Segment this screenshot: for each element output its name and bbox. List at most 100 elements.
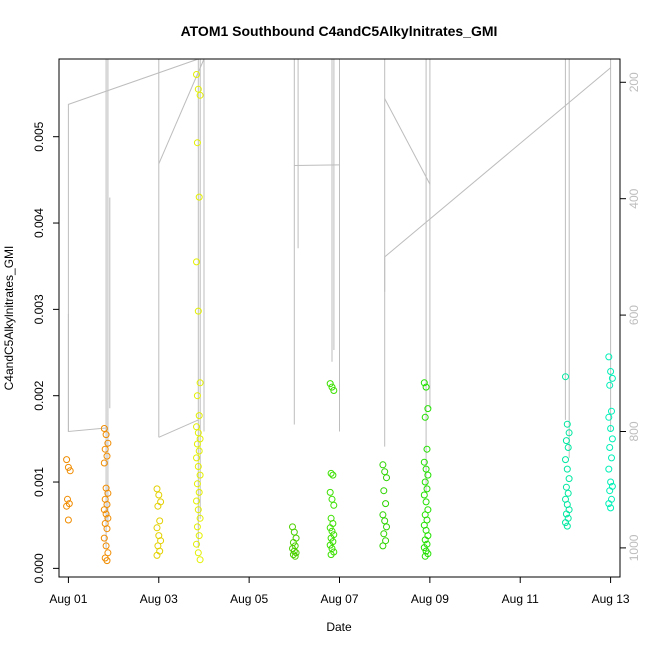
data-point: [289, 551, 297, 559]
data-point: [329, 471, 337, 479]
data-point: [100, 425, 108, 432]
data-point: [101, 445, 109, 453]
y-axis: 0.000 0.001 0.002 0.003 0.004 0.005: [32, 121, 60, 583]
data-point: [103, 525, 111, 533]
data-point: [193, 139, 201, 147]
pressure-trace-segment: [384, 98, 431, 185]
data-point: [63, 502, 71, 510]
data-point: [563, 522, 571, 530]
data-point: [605, 413, 613, 421]
data-point: [565, 429, 573, 437]
data-point: [104, 439, 112, 447]
chart-title: ATOM1 Southbound C4andC5Alkylnitrates_GM…: [181, 23, 498, 39]
data-point: [607, 478, 615, 486]
data-point: [606, 381, 614, 389]
data-point: [290, 547, 298, 555]
data-point: [562, 437, 570, 445]
data-point: [420, 544, 428, 552]
data-point: [422, 383, 430, 391]
data-point: [194, 549, 202, 557]
data-point: [328, 383, 336, 391]
data-point: [100, 459, 108, 467]
data-point: [154, 502, 162, 510]
data-point: [423, 485, 431, 493]
data-point: [424, 405, 432, 413]
data-point: [195, 412, 203, 420]
data-point: [193, 497, 200, 505]
data-point: [562, 373, 569, 381]
data-point: [382, 500, 390, 508]
data-point: [326, 488, 334, 496]
data-point: [292, 534, 300, 542]
data-point: [100, 506, 108, 514]
data-point: [327, 469, 335, 477]
data-point: [420, 379, 428, 387]
secondary-y-axis: 200 400 600 800 1000: [619, 72, 641, 561]
data-point: [383, 474, 390, 482]
x-tick-label: Aug 07: [320, 592, 358, 606]
data-point: [194, 85, 202, 93]
y2-tick-label: 400: [627, 188, 641, 208]
data-point: [291, 552, 299, 560]
data-point: [102, 510, 110, 518]
x-tick-label: Aug 13: [592, 592, 630, 606]
data-point: [381, 517, 389, 525]
data-point: [421, 478, 429, 486]
data-point: [193, 258, 200, 266]
data-point: [605, 465, 613, 473]
data-point: [156, 517, 164, 525]
data-point: [290, 528, 298, 536]
data-point: [562, 483, 570, 491]
pressure-trace-segment: [67, 313, 107, 433]
data-point: [379, 542, 387, 550]
data-point: [605, 353, 613, 361]
data-point: [194, 307, 202, 315]
y-tick-label: 0.002: [32, 380, 46, 410]
y-tick-label: 0.004: [32, 208, 46, 238]
data-point: [64, 463, 72, 471]
data-point: [195, 447, 203, 455]
data-point: [326, 380, 334, 388]
data-point: [379, 461, 387, 469]
data-point: [608, 454, 615, 462]
data-point: [193, 71, 200, 78]
x-axis: Aug 01 Aug 03 Aug 05 Aug 07 Aug 09 Aug 11 Aug …: [49, 576, 630, 606]
data-point: [195, 193, 203, 201]
data-point: [193, 392, 201, 400]
data-point: [326, 524, 334, 532]
pressure-trace-segment: [67, 58, 199, 432]
data-point: [193, 480, 201, 488]
pressure-trace-segment: [158, 419, 199, 438]
pressure-trace-lines: [67, 58, 612, 548]
x-tick-label: Aug 05: [230, 592, 268, 606]
data-point: [330, 501, 338, 509]
data-point: [330, 387, 338, 394]
data-point: [424, 471, 432, 479]
data-point: [196, 91, 204, 99]
data-point: [421, 552, 429, 560]
data-point: [64, 516, 72, 524]
y2-tick-label: 200: [627, 72, 641, 92]
pressure-trace-segment: [158, 58, 205, 164]
data-point: [383, 523, 390, 531]
data-point: [327, 534, 335, 542]
data-point: [66, 467, 74, 475]
data-point: [606, 444, 614, 451]
data-point: [564, 489, 572, 497]
data-point: [420, 458, 428, 466]
data-point: [328, 527, 336, 535]
data-point: [193, 523, 201, 531]
data-point: [196, 379, 204, 387]
data-point: [607, 504, 615, 512]
data-point: [420, 491, 428, 499]
data-point: [381, 468, 389, 476]
data-point: [193, 440, 201, 448]
data-point: [607, 368, 615, 375]
data-point: [606, 487, 614, 495]
data-point: [563, 420, 571, 428]
data-point: [565, 475, 573, 483]
y-tick-label: 0.003: [32, 294, 46, 324]
data-point: [103, 557, 111, 565]
y-tick-label: 0.001: [32, 467, 46, 497]
data-point: [64, 495, 71, 503]
